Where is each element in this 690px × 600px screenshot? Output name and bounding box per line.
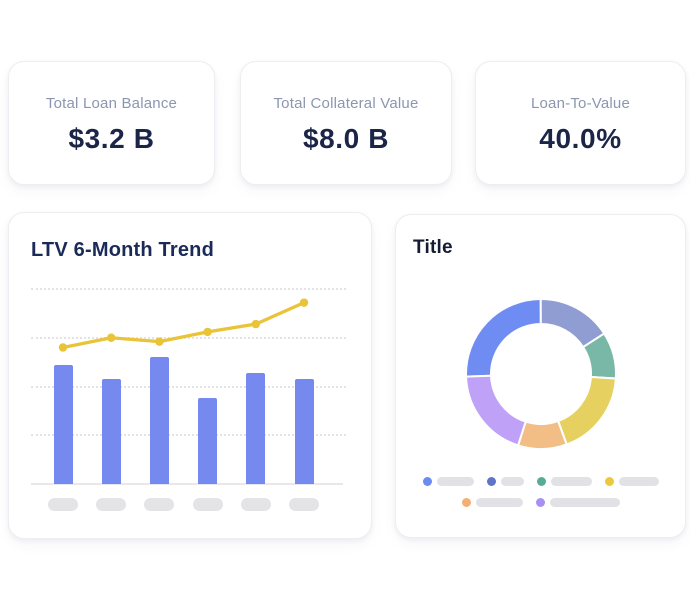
kpi-card-loan-to-value: Loan-To-Value 40.0% bbox=[475, 61, 686, 185]
trend-line bbox=[61, 301, 306, 350]
kpi-label: Total Loan Balance bbox=[45, 95, 178, 112]
kpi-value: $3.2 B bbox=[68, 123, 155, 154]
legend-row bbox=[422, 477, 659, 486]
donut-segment-6 bbox=[465, 374, 527, 447]
gridline bbox=[31, 336, 346, 339]
x-label-pill bbox=[192, 498, 223, 511]
legend-item bbox=[535, 498, 620, 507]
donut-segment-1 bbox=[465, 298, 542, 378]
bar bbox=[246, 372, 266, 484]
bar bbox=[101, 378, 121, 484]
kpi-label: Total Collateral Value bbox=[273, 95, 419, 112]
legend-label-pill bbox=[618, 477, 659, 486]
trend-line-point bbox=[58, 343, 68, 352]
legend-item bbox=[536, 477, 592, 486]
donut-chart-card: Title bbox=[395, 214, 686, 538]
legend-dot bbox=[604, 477, 614, 486]
donut-plot-area bbox=[396, 215, 685, 537]
legend-label-pill bbox=[549, 498, 620, 507]
bar bbox=[149, 357, 169, 484]
legend-dot bbox=[535, 498, 545, 507]
legend-label-pill bbox=[475, 498, 523, 507]
trend-chart-title: LTV 6-Month Trend bbox=[31, 239, 215, 261]
legend-label-pill bbox=[550, 477, 592, 486]
trend-line-point bbox=[251, 319, 260, 329]
donut-segment-4 bbox=[557, 375, 617, 446]
gridline bbox=[31, 288, 346, 290]
donut-chart bbox=[465, 298, 617, 450]
gridline bbox=[31, 434, 346, 437]
x-label-pill bbox=[48, 498, 78, 511]
trend-line-point bbox=[203, 327, 212, 337]
x-label-pill bbox=[289, 498, 319, 511]
legend-dot bbox=[461, 498, 471, 507]
x-label-pill bbox=[96, 498, 127, 511]
bar bbox=[53, 365, 73, 484]
bar bbox=[294, 378, 314, 484]
legend-dot bbox=[536, 477, 546, 486]
trend-line-point bbox=[299, 298, 309, 307]
kpi-label: Loan-To-Value bbox=[530, 95, 631, 112]
legend-item bbox=[422, 477, 474, 486]
legend-label-pill bbox=[500, 477, 524, 486]
kpi-card-total-collateral-value: Total Collateral Value $8.0 B bbox=[240, 61, 452, 185]
trend-plot-area bbox=[9, 213, 371, 538]
legend-row bbox=[461, 498, 620, 507]
x-label-pill bbox=[240, 498, 271, 511]
legend-dot bbox=[486, 477, 496, 486]
gridline bbox=[31, 385, 346, 388]
kpi-value: $8.0 B bbox=[302, 123, 390, 154]
kpi-card-total-loan-balance: Total Loan Balance $3.2 B bbox=[8, 61, 215, 185]
donut-legend bbox=[396, 477, 685, 507]
bar bbox=[198, 398, 218, 484]
legend-item bbox=[604, 477, 659, 486]
donut-chart-title: Title bbox=[413, 237, 453, 258]
legend-label-pill bbox=[436, 477, 474, 486]
x-label-pill bbox=[144, 498, 175, 511]
ltv-trend-chart-card: LTV 6-Month Trend bbox=[8, 212, 372, 539]
legend-item bbox=[486, 477, 524, 486]
x-axis-baseline bbox=[31, 483, 343, 485]
legend-dot bbox=[422, 477, 432, 486]
legend-item bbox=[461, 498, 523, 507]
kpi-value: 40.0% bbox=[539, 123, 622, 154]
